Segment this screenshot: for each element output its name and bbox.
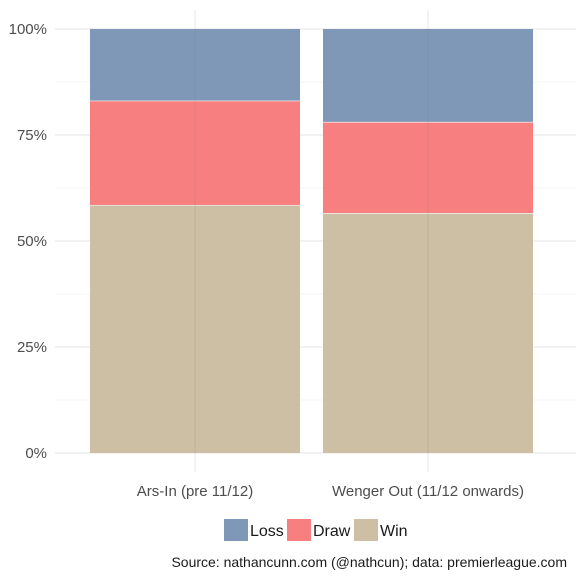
source-caption: Source: nathancunn.com (@nathcun); data:… (171, 554, 567, 570)
vertical-gridlines (194, 10, 429, 472)
bar-segment-loss (90, 29, 300, 101)
y-tick-label: 50% (17, 233, 47, 250)
bar-segment-win (90, 204, 300, 453)
y-tick-label: 0% (25, 445, 47, 462)
legend-key-draw (287, 519, 311, 541)
y-tick-label: 25% (17, 339, 47, 356)
bars (90, 29, 533, 453)
x-tick-label: Ars-In (pre 11/12) (137, 483, 253, 500)
bar-segment-loss (323, 29, 533, 122)
legend-label-win: Win (380, 523, 408, 540)
legend-key-win (354, 519, 378, 541)
x-axis-ticks: Ars-In (pre 11/12) Wenger Out (11/12 onwa… (137, 483, 524, 500)
y-tick-label: 75% (17, 127, 47, 144)
legend-key-loss (224, 519, 248, 541)
y-tick-label: 100% (9, 21, 47, 38)
x-tick-label: Wenger Out (11/12 onwards) (332, 483, 524, 500)
bar-segment-draw (323, 121, 533, 214)
bar-segment-win (323, 213, 533, 453)
bar-segment-draw (90, 100, 300, 205)
legend-label-draw: Draw (313, 523, 351, 540)
y-axis-ticks: 0% 25% 50% 75% 100% (9, 21, 47, 462)
legend-label-loss: Loss (250, 523, 284, 540)
legend: Loss Draw Win (224, 519, 408, 541)
